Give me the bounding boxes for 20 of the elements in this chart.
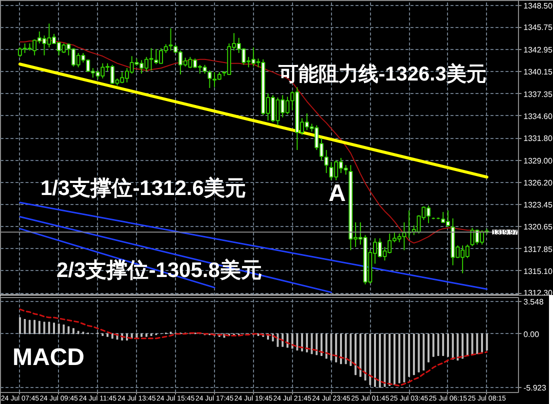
y-tick-label: -5.923 (524, 384, 547, 393)
annotation: A (328, 180, 346, 207)
y-tick-label: 1320.65 (524, 222, 553, 232)
annotation: 1/3支撑位-1312.6美元 (40, 176, 246, 200)
y-tick-label: 1340.15 (524, 68, 553, 77)
y-tick-label: 1326.20 (524, 178, 553, 188)
y-tick-label: 1342.95 (524, 45, 553, 54)
y-tick-label: 3.548 (524, 298, 544, 307)
y-tick-label: 1337.35 (524, 90, 553, 99)
y-tick-label: 1329.00 (524, 156, 553, 166)
y-tick-label: 1315.10 (524, 266, 553, 276)
y-tick-label: 1317.85 (524, 244, 553, 254)
annotation: MACD (12, 344, 84, 371)
y-tick-label: 1348.50 (524, 1, 553, 10)
y-tick-label: 1331.80 (524, 134, 553, 144)
annotation: 可能阻力线-1326.3美元 (278, 62, 486, 86)
y-tick-label: 1323.45 (524, 200, 553, 210)
y-tick-label: 1345.75 (524, 23, 553, 32)
y-tick-label: 0.00 (524, 330, 540, 339)
y-tick-label: 1334.60 (524, 112, 553, 121)
